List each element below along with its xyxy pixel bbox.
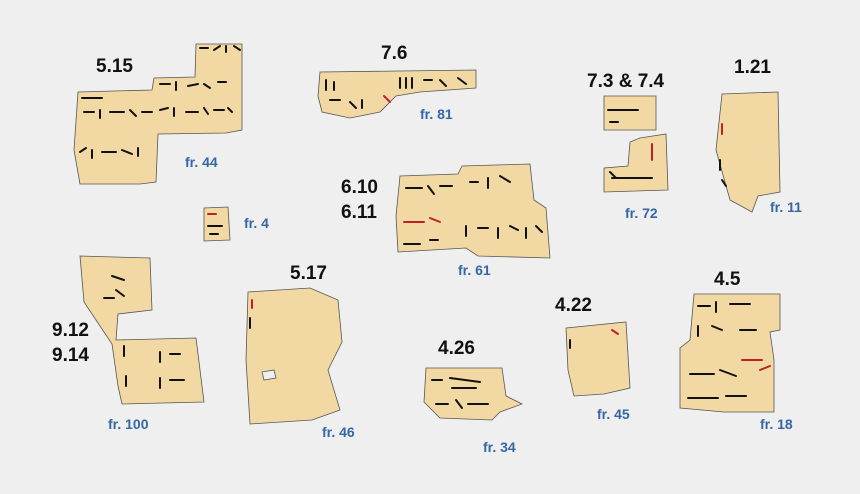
fragment-fr11 <box>715 91 781 213</box>
ref-label-fr81: 7.6 <box>381 43 408 64</box>
fragment-fr72 <box>603 95 669 193</box>
fragment-label-fr18: fr. 18 <box>760 416 793 432</box>
fragment-fr61 <box>395 163 551 259</box>
ref2-label-fr100: 9.14 <box>52 345 89 366</box>
fragment-label-fr46: fr. 46 <box>322 424 355 440</box>
fragment-label-fr45: fr. 45 <box>597 406 630 422</box>
fragment-fr45 <box>565 321 631 397</box>
fragment-fr81 <box>317 69 477 119</box>
ref-label-fr34: 4.26 <box>438 338 475 359</box>
fragment-fr34 <box>423 367 524 421</box>
ref-label-fr18: 4.5 <box>714 269 741 290</box>
fragment-label-fr61: fr. 61 <box>458 262 491 278</box>
fragment-label-fr11: fr. 11 <box>770 199 802 215</box>
ref-label-fr44: 5.15 <box>96 56 133 77</box>
fragment-label-fr4: fr. 4 <box>244 215 269 231</box>
fragment-fr4 <box>203 206 231 242</box>
ref-label-fr72: 7.3 & 7.4 <box>587 71 665 92</box>
fragment-label-fr100: fr. 100 <box>108 416 149 432</box>
ref-label-fr100: 9.12 <box>52 320 89 341</box>
ref-label-fr46: 5.17 <box>290 263 327 284</box>
ref2-label-fr61: 6.11 <box>341 202 377 223</box>
fragment-fr46 <box>245 287 343 425</box>
fragment-label-fr81: fr. 81 <box>420 106 453 122</box>
fragment-label-fr72: fr. 72 <box>625 205 658 221</box>
ref-label-fr45: 4.22 <box>555 295 592 316</box>
fragment-fr100 <box>79 255 205 405</box>
ref-label-fr61: 6.10 <box>341 177 378 198</box>
fragment-label-fr34: fr. 34 <box>483 439 516 455</box>
ref-label-fr11: 1.21 <box>734 57 771 78</box>
fragment-label-fr44: fr. 44 <box>185 154 218 170</box>
fragment-fr18 <box>679 293 781 413</box>
fragment-fr44 <box>73 43 243 185</box>
